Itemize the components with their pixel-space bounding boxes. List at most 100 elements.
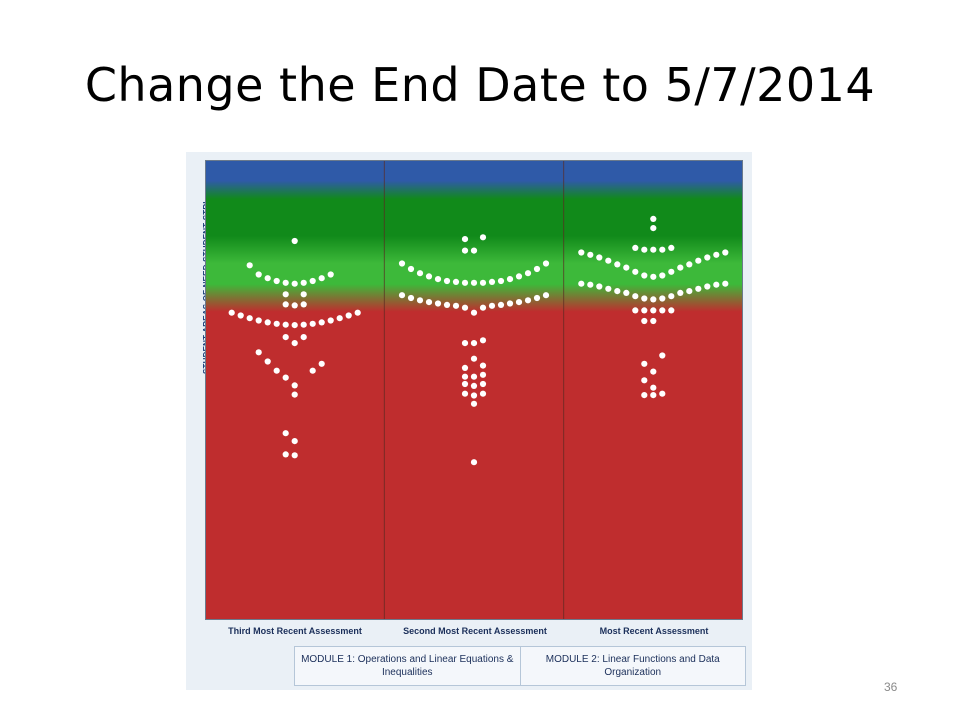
student-point xyxy=(686,288,693,295)
student-point xyxy=(605,285,612,292)
student-point xyxy=(246,315,253,322)
student-point xyxy=(398,292,406,299)
student-point xyxy=(542,260,550,267)
student-point xyxy=(605,257,612,264)
student-point xyxy=(255,271,262,278)
page-number: 36 xyxy=(884,680,898,694)
student-point xyxy=(416,270,424,277)
student-point xyxy=(309,320,316,327)
student-point xyxy=(434,276,442,283)
module-1-label: MODULE 1: Operations and Linear Equation… xyxy=(301,654,514,678)
student-point xyxy=(282,279,289,286)
student-point xyxy=(479,371,487,378)
student-point xyxy=(479,279,487,286)
student-point xyxy=(461,304,469,311)
student-point xyxy=(650,392,657,399)
student-point xyxy=(659,272,666,279)
student-point xyxy=(641,307,648,314)
student-point xyxy=(291,302,298,309)
student-point xyxy=(327,271,334,278)
chart-background xyxy=(205,160,743,620)
student-point xyxy=(318,360,325,367)
student-point xyxy=(309,277,316,285)
student-point xyxy=(623,264,630,271)
student-point xyxy=(713,251,720,258)
student-point xyxy=(425,299,433,306)
student-point xyxy=(695,285,702,292)
student-point xyxy=(461,340,469,347)
student-point xyxy=(632,244,639,251)
student-point xyxy=(282,451,289,458)
student-point xyxy=(470,382,478,389)
student-point xyxy=(713,281,720,288)
student-point xyxy=(641,317,648,325)
student-point xyxy=(479,337,487,344)
student-point xyxy=(614,288,621,295)
student-point xyxy=(479,380,487,388)
student-point xyxy=(479,234,487,241)
student-point xyxy=(237,312,244,319)
student-point xyxy=(515,299,523,306)
student-point xyxy=(632,307,639,314)
student-point xyxy=(650,317,657,325)
student-point xyxy=(578,249,585,256)
student-point xyxy=(596,254,603,261)
student-point xyxy=(668,244,675,251)
student-point xyxy=(461,380,469,388)
student-point xyxy=(461,236,469,243)
student-point xyxy=(488,302,496,309)
student-point xyxy=(686,261,693,268)
student-point xyxy=(282,430,289,437)
student-point xyxy=(291,237,298,245)
student-point xyxy=(264,275,271,282)
student-point xyxy=(668,293,675,300)
student-point xyxy=(722,249,729,256)
student-point xyxy=(650,246,657,253)
student-point xyxy=(300,334,307,341)
student-point xyxy=(668,268,675,275)
student-point xyxy=(650,368,657,375)
y-axis-label-container: STUDENT AREAS OF NEED STUDENT STRI xyxy=(190,168,211,378)
student-point xyxy=(273,320,280,327)
student-point xyxy=(282,301,289,308)
student-point xyxy=(650,273,657,280)
student-point xyxy=(533,294,541,302)
student-point xyxy=(677,264,684,271)
student-point xyxy=(650,307,657,314)
student-point xyxy=(282,321,289,328)
student-point xyxy=(470,459,478,466)
student-point xyxy=(461,390,469,397)
student-point xyxy=(596,283,603,290)
student-point xyxy=(587,281,594,288)
student-point xyxy=(282,374,289,381)
student-point xyxy=(632,293,639,300)
student-point xyxy=(461,279,469,286)
student-point xyxy=(452,278,460,285)
student-point xyxy=(623,289,630,296)
student-point xyxy=(354,309,361,316)
student-point xyxy=(659,390,666,397)
student-point xyxy=(291,391,298,398)
student-point xyxy=(300,321,307,328)
student-point xyxy=(470,400,478,407)
student-point xyxy=(273,277,280,285)
student-point xyxy=(632,268,639,275)
student-point xyxy=(470,340,478,347)
student-point xyxy=(291,452,298,459)
student-point xyxy=(255,317,262,324)
student-point xyxy=(659,352,666,359)
student-point xyxy=(291,382,298,389)
student-point xyxy=(443,301,451,308)
student-point xyxy=(641,246,648,253)
student-point xyxy=(650,296,657,303)
student-point xyxy=(542,292,550,299)
student-point xyxy=(668,307,675,314)
student-point xyxy=(300,291,307,298)
student-point xyxy=(515,273,523,280)
student-point xyxy=(264,358,271,365)
module-legend: MODULE 1: Operations and Linear Equation… xyxy=(294,646,746,686)
student-point xyxy=(524,297,532,304)
student-point xyxy=(533,265,541,273)
student-point xyxy=(291,340,298,347)
student-point xyxy=(452,302,460,309)
